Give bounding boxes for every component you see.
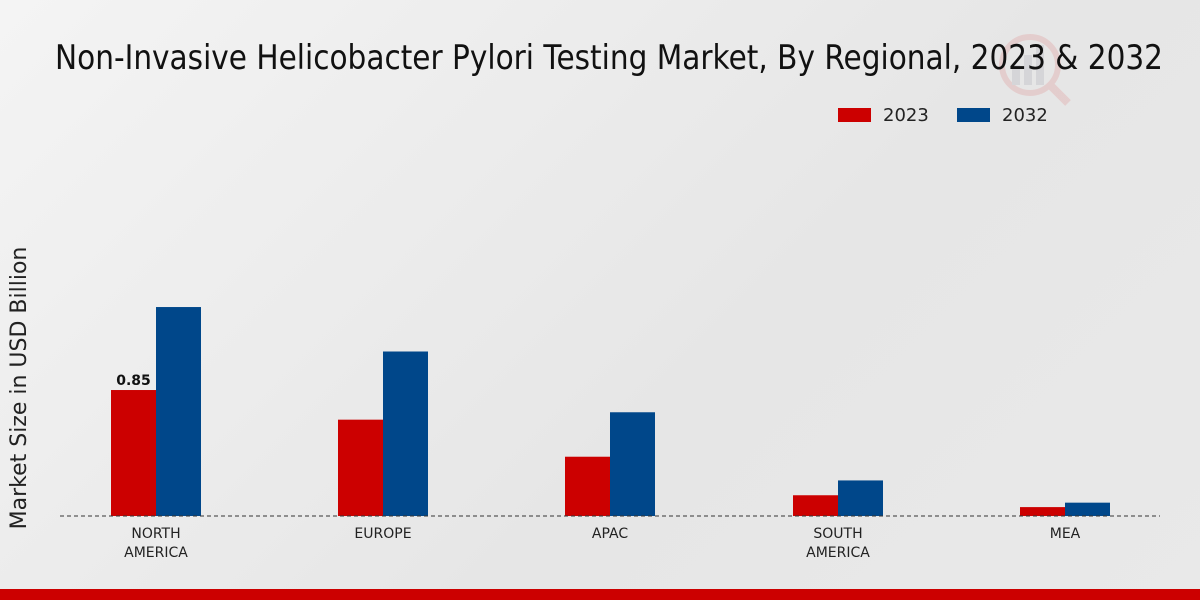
watermark-logo — [999, 34, 1071, 106]
legend: 2023 2032 — [838, 105, 1048, 126]
legend-swatch-2023 — [838, 108, 871, 122]
bar-2032-north-america — [156, 307, 201, 516]
x-tick-label: SOUTH — [813, 526, 862, 542]
bar-2032-apac — [610, 412, 655, 516]
bar-2023-europe — [338, 419, 383, 516]
bar-2032-mea — [1065, 502, 1110, 516]
bar-2023-mea — [1020, 507, 1065, 516]
legend-label-2023: 2023 — [883, 105, 929, 126]
bottom-accent-bar — [0, 589, 1200, 600]
bar-2032-europe — [383, 351, 428, 516]
chart-title: Non-Invasive Helicobacter Pylori Testing… — [55, 38, 1163, 78]
x-tick-label: MEA — [1050, 526, 1081, 542]
bar-2032-south-america — [838, 480, 883, 516]
x-tick-label: APAC — [592, 526, 628, 542]
bar-2023-south-america — [793, 495, 838, 516]
x-tick-label: EUROPE — [354, 526, 411, 542]
bar-2023-apac — [565, 456, 610, 516]
bar-2023-north-america — [111, 390, 156, 516]
x-tick-label: NORTH — [131, 526, 180, 542]
x-tick-label: AMERICA — [124, 545, 188, 561]
data-label: 0.85 — [116, 373, 151, 389]
x-tick-labels: NORTH AMERICA EUROPE APAC SOUTH AMERICA MEA — [124, 526, 1081, 561]
y-axis-label: Market Size in USD Billion — [7, 247, 32, 530]
legend-label-2032: 2032 — [1002, 105, 1048, 126]
x-tick-label: AMERICA — [806, 545, 870, 561]
bars: 0.85 — [111, 307, 1110, 516]
legend-swatch-2032 — [957, 108, 990, 122]
